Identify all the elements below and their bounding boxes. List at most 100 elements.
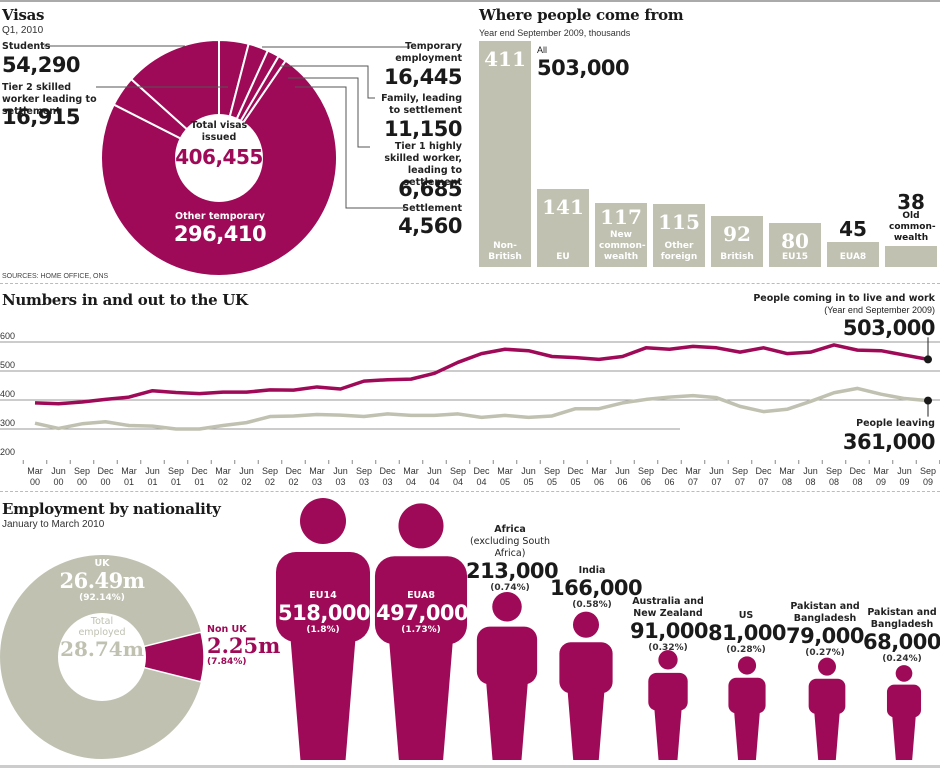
x-tick-label: Sep	[544, 466, 560, 476]
x-tick-label: Dec	[849, 466, 866, 476]
x-tick-label: Jun	[333, 466, 348, 476]
total-employed-label: Total employed	[78, 616, 126, 638]
uk-pct: (92.14%)	[79, 593, 125, 603]
x-tick-label: 00	[53, 477, 63, 487]
bar: 45 EUA8	[827, 217, 879, 267]
x-tick-label: Mar	[591, 466, 607, 476]
person-legs	[653, 702, 683, 760]
x-tick-label: 02	[218, 477, 228, 487]
x-tick-label: Dec	[285, 466, 302, 476]
x-tick-label: 07	[711, 477, 721, 487]
settlement-label: Settlement	[402, 203, 462, 214]
bar-label: Non-British	[488, 241, 522, 262]
x-tick-label: 09	[899, 477, 909, 487]
person-icon	[886, 665, 922, 760]
all-value: 503,000	[537, 56, 630, 80]
outflow-endpoint	[924, 396, 932, 405]
person-label-name: Pakistan and Bangladesh	[790, 601, 860, 624]
x-tick-label: 06	[617, 477, 627, 487]
person-head	[818, 657, 836, 676]
person-label-name: India	[578, 565, 606, 576]
person-label-name: Africa	[494, 524, 526, 535]
x-tick-label: Jun	[897, 466, 912, 476]
employment-title: Employment by nationality	[2, 500, 221, 518]
person-label-pct: (1.73%)	[401, 625, 441, 635]
x-tick-label: 04	[453, 477, 463, 487]
x-tick-label: Jun	[709, 466, 724, 476]
bar-value: 411	[484, 47, 526, 71]
visas-title: Visas	[2, 6, 45, 24]
x-tick-label: 09	[923, 477, 933, 487]
person-icon	[808, 657, 846, 760]
person-label-pct: (0.28%)	[726, 645, 766, 655]
person-icon	[559, 611, 613, 760]
nonuk-label: Non UK	[207, 624, 247, 635]
x-tick-label: Dec	[661, 466, 678, 476]
bottom-rule	[0, 765, 940, 768]
tier2-label: Tier 2 skilled worker leading to settlem…	[2, 82, 97, 117]
person-icon	[276, 498, 370, 760]
person-label-pct: (0.27%)	[805, 648, 845, 658]
bar-label: EU15	[782, 251, 808, 262]
x-tick-label: Jun	[521, 466, 536, 476]
x-tick-label: Mar	[685, 466, 701, 476]
bar-value: 115	[658, 209, 700, 234]
x-tick-label: 01	[171, 477, 181, 487]
x-tick-label: 01	[194, 477, 204, 487]
x-tick-label: Mar	[873, 466, 889, 476]
person-label-value: 166,000	[550, 576, 643, 600]
visas-subtitle: Q1, 2010	[2, 25, 44, 36]
person-torso	[648, 672, 688, 711]
x-tick-label: Jun	[145, 466, 160, 476]
person-torso	[559, 642, 613, 694]
person-head	[572, 611, 600, 638]
x-tick-label: Sep	[826, 466, 842, 476]
temporary-employment-value: 16,445	[383, 65, 463, 89]
y-tick-label: 300	[0, 418, 15, 428]
employment-subtitle: January to March 2010	[2, 519, 105, 530]
employment-donut-hole	[58, 613, 146, 701]
x-tick-label: Sep	[74, 466, 90, 476]
x-tick-label: 03	[335, 477, 345, 487]
x-tick-label: 00	[30, 477, 40, 487]
x-tick-label: Sep	[920, 466, 936, 476]
inflow-endpoint	[924, 355, 932, 364]
x-tick-label: Mar	[215, 466, 231, 476]
bar-label: Other foreign	[660, 240, 698, 262]
total-employed-value: 28.74m	[60, 637, 144, 661]
nonuk-pct: (7.84%)	[207, 657, 247, 667]
x-tick-label: 03	[312, 477, 322, 487]
other-temporary-value: 296,410	[173, 222, 267, 246]
person-torso	[276, 552, 370, 642]
person-icon	[374, 503, 468, 760]
x-tick-label: Mar	[121, 466, 137, 476]
bar-label: New common-wealth	[599, 229, 646, 262]
inflow-sub: (Year end September 2009)	[824, 305, 935, 315]
uk-label: UK	[94, 558, 110, 569]
x-tick-label: 09	[876, 477, 886, 487]
outflow-label: People leaving	[856, 418, 935, 429]
bar-label: Old common-wealth	[889, 211, 936, 244]
person-label-pct: (0.32%)	[648, 643, 688, 653]
x-tick-label: Sep	[168, 466, 184, 476]
x-tick-label: 04	[406, 477, 416, 487]
inflow-value: 503,000	[842, 316, 936, 340]
total-visas-label: Total visas issued	[190, 120, 248, 143]
x-tick-label: Jun	[803, 466, 818, 476]
employment-donut-chart	[0, 555, 205, 759]
tier1-label: Tier 1 highly skilled worker, leading to…	[384, 141, 462, 188]
person-label-name: EUA8	[407, 590, 435, 601]
x-tick-label: 06	[641, 477, 651, 487]
top-rule	[0, 0, 940, 2]
x-tick-label: Dec	[473, 466, 490, 476]
family-label: Family, leading to settlement	[381, 93, 462, 116]
visas-leader-lines	[44, 45, 410, 209]
bar: 80 EU15	[769, 223, 821, 267]
x-tick-label: 07	[688, 477, 698, 487]
x-tick-label: 00	[77, 477, 87, 487]
x-tick-label: 08	[782, 477, 792, 487]
x-tick-label: Dec	[97, 466, 114, 476]
visas-donut-chart	[44, 38, 410, 277]
visas-donut-hole	[175, 114, 263, 202]
x-tick-label: 05	[547, 477, 557, 487]
